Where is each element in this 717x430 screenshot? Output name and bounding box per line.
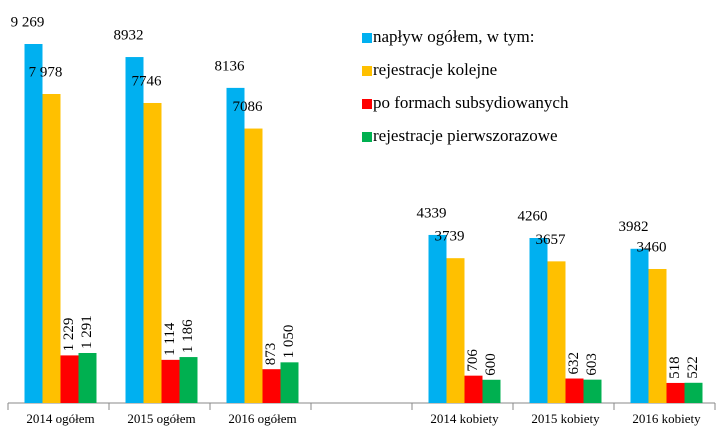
value-label: 7 978 [29, 64, 63, 80]
bar [42, 94, 61, 404]
legend-label: rejestracje kolejne [373, 60, 497, 79]
value-label: 603 [584, 353, 600, 376]
value-label: 518 [667, 356, 683, 379]
value-label: 600 [483, 353, 499, 376]
legend-label: napływ ogółem, w tym: [373, 27, 534, 46]
bar [226, 87, 245, 404]
value-label: 4339 [417, 205, 447, 221]
bar [464, 375, 483, 403]
value-label: 3982 [619, 219, 649, 235]
bar [428, 234, 447, 403]
bar [565, 378, 584, 403]
bar [529, 238, 548, 403]
legend-label: rejestracje pierwszorazowe [373, 126, 558, 145]
bar [547, 261, 566, 403]
bar [125, 57, 144, 404]
value-label: 8136 [215, 58, 246, 74]
x-tick-label: 2014 kobiety [430, 411, 499, 426]
value-label: 873 [263, 343, 279, 366]
value-label: 3460 [637, 239, 667, 255]
legend-swatch [362, 99, 372, 109]
bar [280, 362, 299, 403]
bar [630, 248, 649, 403]
bar [684, 382, 703, 403]
value-label: 1 186 [180, 319, 196, 353]
bar [78, 352, 97, 403]
bar [666, 382, 685, 403]
bar [143, 102, 162, 403]
value-label: 3739 [435, 229, 465, 245]
x-tick-label: 2016 kobiety [632, 411, 701, 426]
value-label: 3657 [536, 232, 567, 248]
x-tick-label: 2016 ogółem [228, 411, 296, 426]
value-label: 9 269 [11, 14, 45, 30]
bar [161, 359, 180, 403]
value-label: 522 [685, 356, 701, 379]
value-label: 1 114 [162, 322, 178, 356]
value-label: 1 291 [79, 315, 95, 349]
value-label: 7746 [132, 73, 163, 89]
value-label: 4260 [518, 208, 548, 224]
x-tick-label: 2014 ogółem [26, 411, 94, 426]
bar [60, 355, 79, 403]
legend-swatch [362, 132, 372, 142]
bar [179, 357, 198, 403]
bar [648, 268, 667, 403]
value-label: 1 229 [61, 318, 77, 352]
bar [583, 379, 602, 403]
bar [24, 44, 43, 403]
legend-swatch [362, 66, 372, 76]
value-label: 7086 [233, 99, 264, 115]
legend-swatch [362, 33, 372, 43]
bar [262, 369, 281, 403]
legend-label: po formach subsydiowanych [373, 93, 569, 112]
x-tick-label: 2015 ogółem [127, 411, 195, 426]
value-label: 706 [465, 349, 481, 372]
value-label: 1 050 [281, 325, 297, 359]
bar [446, 258, 465, 403]
bar [244, 128, 263, 403]
bar [482, 379, 501, 403]
value-label: 632 [566, 352, 582, 375]
x-tick-label: 2015 kobiety [531, 411, 600, 426]
value-label: 8932 [114, 27, 144, 43]
